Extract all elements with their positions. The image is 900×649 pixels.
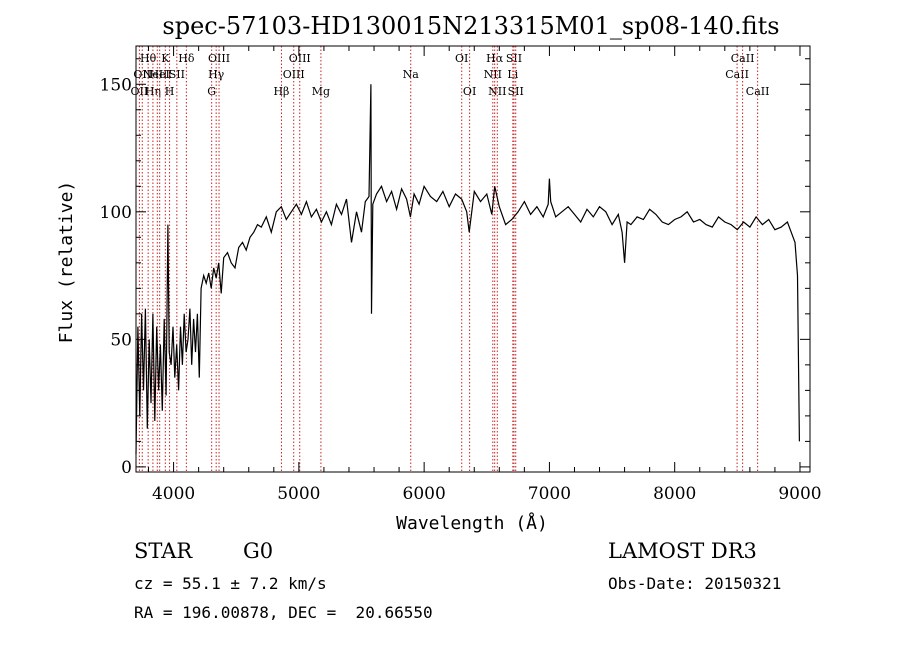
- plot-frame: [135, 45, 811, 473]
- line-marker-label: OI: [455, 52, 468, 65]
- x-tick-label: 6000: [403, 484, 446, 504]
- line-marker-label: OIII: [283, 68, 305, 81]
- x-tick-label: 9000: [778, 484, 821, 504]
- line-marker-label: Hθ: [140, 52, 157, 65]
- object-subclass: G0: [243, 539, 274, 563]
- line-marker-label: CaII: [725, 68, 749, 81]
- line-marker-label: OIII: [289, 52, 311, 65]
- y-axis-label: Flux (relative): [56, 181, 77, 344]
- line-marker-label: OII: [133, 68, 151, 81]
- line-marker-label: Na: [403, 68, 420, 81]
- line-marker-label: SII: [169, 68, 185, 81]
- y-tick-label: 100: [100, 203, 132, 223]
- line-marker-label: Li: [507, 68, 518, 81]
- line-marker-label: NeIII: [143, 68, 172, 81]
- line-marker-label: Hδ: [178, 52, 195, 65]
- line-marker-label: K: [161, 52, 170, 65]
- line-marker-label: OII: [131, 85, 149, 98]
- spectrum-series-line: [135, 84, 800, 455]
- axis-ticks: 4000 5000 6000 7000 8000 9000 0 50 100 150: [100, 46, 822, 504]
- line-marker-label: Hβ: [273, 85, 289, 98]
- line-marker-label: H: [165, 85, 175, 98]
- survey-name: LAMOST DR3: [608, 539, 757, 563]
- y-tick-label: 0: [121, 458, 132, 478]
- line-marker-label: Hγ: [208, 68, 225, 81]
- line-marker-label: CaII: [731, 52, 755, 65]
- line-marker-label: HeI: [149, 68, 169, 81]
- line-marker-label: Mg: [312, 85, 330, 98]
- line-marker-label: OI: [463, 85, 476, 98]
- coordinates: RA = 196.00878, DEC = 20.66550: [134, 603, 433, 622]
- object-class: STAR: [134, 539, 193, 563]
- redshift-value: cz = 55.1 ± 7.2 km/s: [134, 574, 327, 593]
- line-marker-label: OIII: [208, 52, 230, 65]
- x-tick-label: 5000: [277, 484, 320, 504]
- x-tick-label: 7000: [528, 484, 571, 504]
- line-marker-label: CaII: [746, 85, 770, 98]
- chart-title: spec-57103-HD130015N213315M01_sp08-140.f…: [162, 12, 779, 40]
- line-marker-label: Hη: [145, 85, 161, 98]
- y-tick-label: 50: [110, 330, 132, 350]
- line-marker-label: Hα: [486, 52, 504, 65]
- observation-date: Obs-Date: 20150321: [608, 574, 782, 593]
- y-tick-label: 150: [100, 75, 132, 95]
- x-axis-label: Wavelength (Å): [396, 512, 548, 534]
- line-marker-label: NII: [484, 68, 502, 81]
- x-tick-label: 8000: [653, 484, 696, 504]
- line-marker-label: SII: [506, 52, 522, 65]
- line-marker-label: G: [207, 85, 216, 98]
- x-tick-label: 4000: [152, 484, 195, 504]
- line-marker-label: NII: [488, 85, 506, 98]
- line-marker-label: SII: [508, 85, 524, 98]
